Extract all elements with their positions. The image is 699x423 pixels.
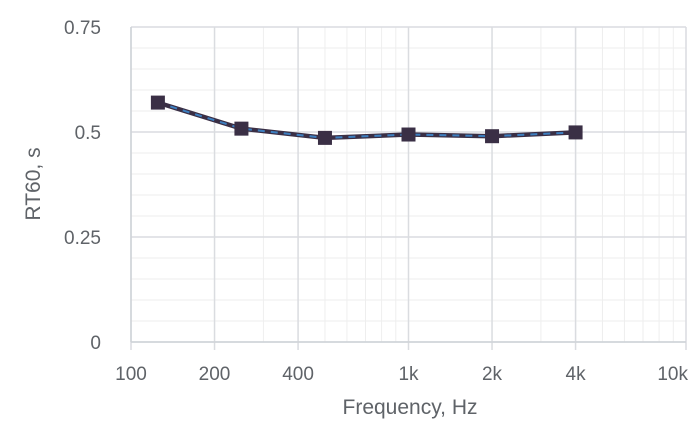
x-axis-title: Frequency, Hz xyxy=(343,396,478,419)
data-point-marker xyxy=(234,121,249,136)
data-point-marker xyxy=(317,130,332,145)
chart-axes xyxy=(130,27,686,343)
x-tick-label: 100 xyxy=(115,364,147,385)
x-tick-label: 2k xyxy=(482,364,503,385)
x-tick-label: 4k xyxy=(566,364,587,385)
data-point-marker xyxy=(150,95,165,110)
data-point-marker xyxy=(568,125,583,140)
y-tick-label: 0.5 xyxy=(75,123,101,144)
x-tick-label: 400 xyxy=(282,364,314,385)
y-tick-label: 0 xyxy=(90,333,101,354)
x-tick-label: 10k xyxy=(657,364,688,385)
series-line-dash xyxy=(157,101,576,139)
y-tick-label: 0.25 xyxy=(64,228,101,249)
y-axis-ticks: 0 0.25 0.5 0.75 xyxy=(64,18,101,354)
x-tick-label: 1k xyxy=(398,364,419,385)
y-axis-title: RT60, s xyxy=(22,147,45,220)
x-tick-label: 200 xyxy=(199,364,231,385)
data-point-marker xyxy=(485,129,500,144)
series-layer xyxy=(150,95,583,145)
data-point-marker xyxy=(401,127,416,142)
x-axis-ticks: 100 200 400 1k 2k 4k 10k xyxy=(115,364,688,385)
y-tick-label: 0.75 xyxy=(64,18,101,39)
